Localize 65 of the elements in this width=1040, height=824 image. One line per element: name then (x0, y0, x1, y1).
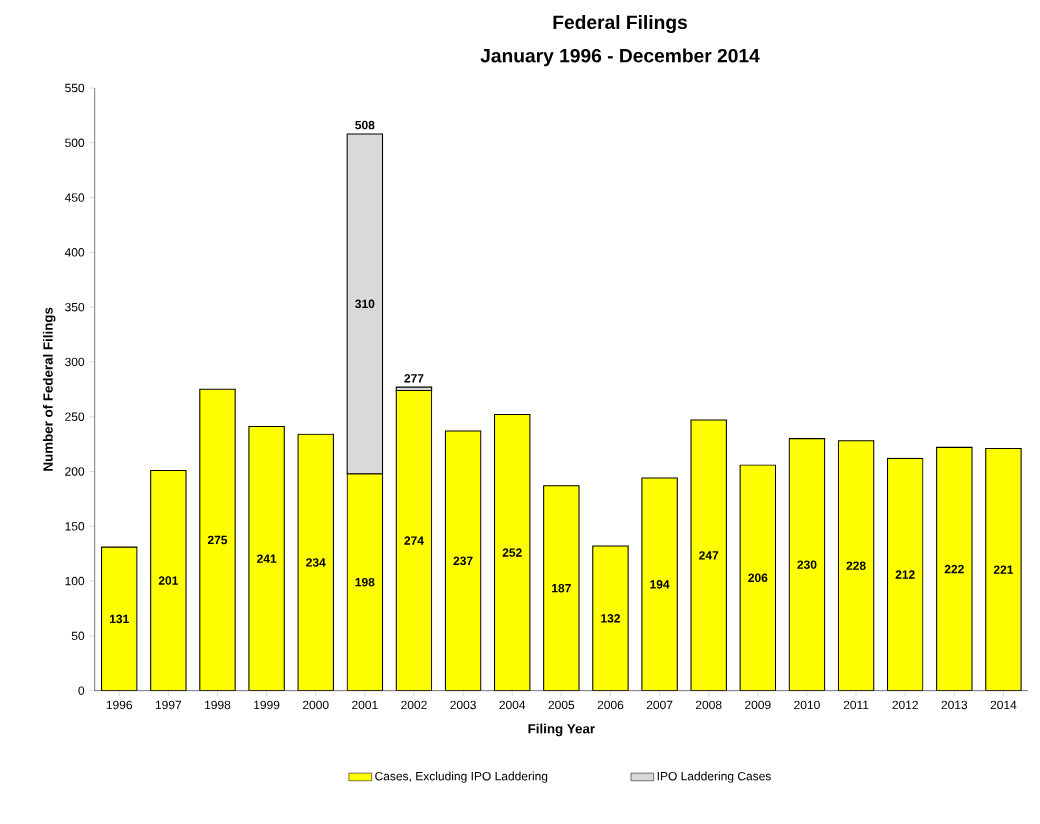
y-tick-label: 150 (65, 522, 85, 531)
data-label: 230 (797, 560, 817, 569)
x-tick-label: 2011 (843, 700, 869, 710)
x-tick-label: 2010 (794, 700, 820, 710)
y-tick-label: 0 (78, 686, 85, 695)
x-tick-label: 2003 (450, 700, 476, 710)
total-label: 508 (355, 120, 375, 130)
total-label: 277 (404, 374, 424, 383)
x-tick-label: 2006 (597, 700, 624, 710)
data-label: 132 (601, 614, 620, 623)
data-label: 187 (552, 583, 571, 593)
chart-subtitle: January 1996 - December 2014 (480, 48, 760, 67)
x-tick-label: 1999 (254, 700, 280, 710)
data-label: 310 (355, 299, 375, 309)
y-tick-label: 250 (65, 412, 85, 421)
y-tick-label: 300 (65, 357, 85, 367)
data-label: 252 (502, 548, 522, 557)
x-tick-label: 1997 (155, 700, 182, 710)
data-label: 198 (355, 577, 375, 587)
x-tick-label: 2001 (352, 700, 378, 710)
y-tick-label: 200 (65, 467, 85, 476)
bar (101, 546, 138, 691)
x-tick-label: 2009 (745, 700, 771, 710)
x-tick-label: 1996 (106, 700, 133, 710)
y-tick-label: 550 (65, 83, 85, 93)
bar (297, 433, 334, 691)
legend-label: Cases, Excluding IPO Laddering (375, 771, 548, 783)
legend-label: IPO Laddering Cases (657, 771, 771, 783)
x-axis-title: Filing Year (528, 723, 595, 737)
data-label: 212 (895, 570, 915, 579)
data-label: 275 (207, 535, 228, 545)
data-label: 274 (404, 536, 424, 545)
y-tick-label: 100 (65, 576, 85, 586)
bar (592, 545, 629, 691)
bar (788, 438, 826, 691)
y-tick-label: 50 (71, 631, 85, 641)
data-label: 237 (453, 556, 473, 566)
x-tick-label: 2013 (941, 700, 968, 710)
data-label: 206 (748, 573, 768, 583)
data-label: 194 (650, 580, 670, 589)
data-label: 201 (158, 576, 179, 585)
x-tick-label: 2000 (302, 700, 329, 710)
bar (248, 426, 285, 691)
x-tick-label: 2005 (548, 700, 575, 710)
x-tick-label: 2002 (401, 700, 427, 710)
bar (150, 469, 187, 691)
data-label: 247 (699, 551, 719, 560)
x-tick-label: 2007 (646, 700, 673, 710)
data-label: 228 (846, 561, 866, 570)
y-tick-label: 350 (65, 302, 85, 312)
y-axis-title: Number of Federal Filings (42, 307, 56, 471)
y-tick-label: 450 (64, 193, 85, 202)
data-label: 221 (993, 565, 1014, 574)
y-tick-label: 500 (65, 138, 85, 148)
x-tick-label: 2014 (990, 700, 1017, 710)
chart-title: Federal Filings (553, 15, 687, 33)
data-label: 131 (109, 614, 129, 624)
data-label: 234 (306, 558, 326, 567)
x-tick-label: 2008 (695, 700, 722, 710)
data-label: 241 (257, 554, 277, 563)
data-label: 222 (944, 564, 964, 574)
x-tick-label: 2004 (499, 700, 526, 710)
x-tick-label: 1998 (205, 700, 231, 710)
y-tick-label: 400 (64, 248, 85, 257)
x-tick-label: 2012 (892, 700, 918, 710)
